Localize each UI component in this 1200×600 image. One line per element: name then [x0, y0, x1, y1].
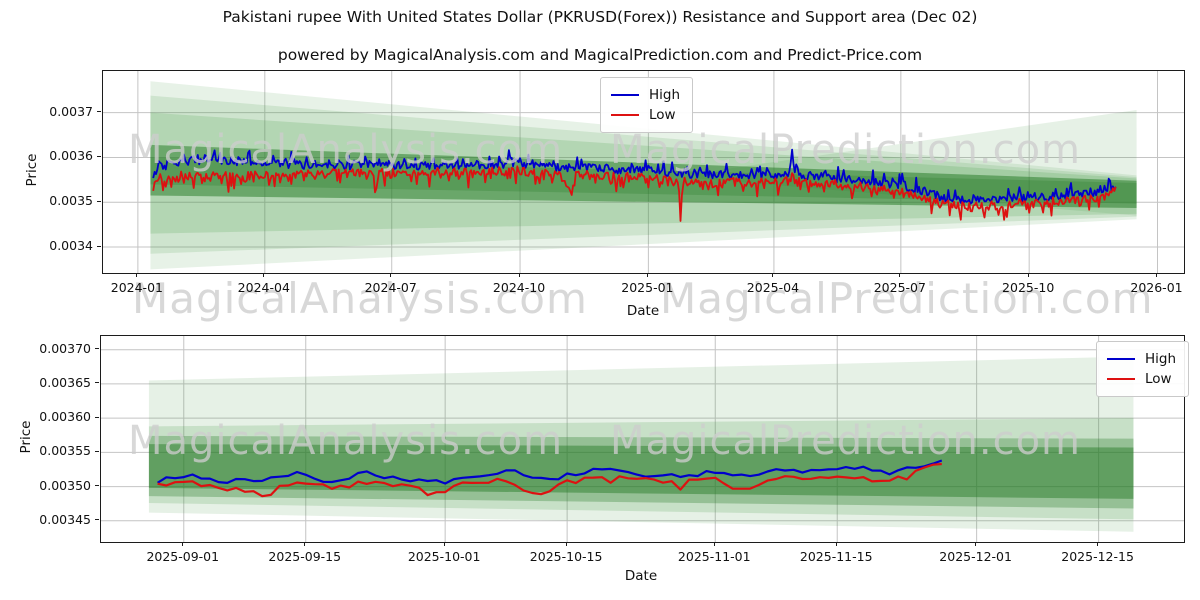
x-tick-mark: [1027, 273, 1029, 277]
x-tick-mark: [304, 542, 306, 546]
top-chart-plot-area: [102, 70, 1185, 274]
y-tick-label: 0.0037: [49, 103, 93, 119]
x-tick-label: 2025-12-15: [1061, 549, 1134, 564]
high-line-swatch: [1107, 358, 1135, 360]
y-tick-label: 0.0036: [49, 148, 93, 164]
y-tick-label: 0.0035: [49, 193, 93, 209]
x-tick-label: 2025-11-01: [677, 549, 751, 564]
support-resistance-band: [148, 418, 1134, 520]
x-tick-label: 2024-04: [237, 280, 290, 295]
low-line: [152, 165, 1117, 222]
x-tick-mark: [1097, 542, 1099, 546]
y-tick-label: 0.00355: [39, 443, 91, 459]
x-tick-label: 2025-09-01: [146, 549, 220, 564]
y-tick-mark: [97, 111, 101, 113]
y-tick-mark: [97, 245, 101, 247]
legend-label-high: High: [649, 87, 681, 103]
x-tick-label: 2025-07: [873, 280, 926, 295]
y-tick-mark: [97, 155, 101, 157]
x-tick-label: 2025-12-01: [939, 549, 1012, 564]
y-tick-mark: [97, 200, 101, 202]
legend-label-low: Low: [649, 107, 676, 123]
x-tick-label: 2025-09-15: [268, 549, 342, 564]
y-tick-mark: [95, 519, 99, 521]
support-resistance-band: [148, 435, 1134, 509]
x-tick-label: 2025-10-15: [529, 549, 603, 564]
x-tick-label: 2024-01: [110, 280, 163, 295]
high-line: [152, 148, 1117, 205]
x-tick-label: 2024-07: [364, 280, 417, 295]
x-tick-label: 2025-11-15: [799, 549, 873, 564]
bottom-chart-plot-area: [100, 335, 1185, 543]
y-tick-label: 0.00365: [39, 374, 91, 390]
y-tick-label: 0.00345: [39, 511, 91, 527]
legend-item-low: Low: [1107, 369, 1176, 389]
high-line-swatch: [611, 94, 639, 96]
x-tick-label: 2025-10: [1002, 280, 1055, 295]
chart-title: Pakistani rupee With United States Dolla…: [222, 8, 978, 26]
y-tick-mark: [95, 416, 99, 418]
legend: High Low: [1096, 341, 1190, 397]
x-tick-mark: [835, 542, 837, 546]
x-tick-mark: [646, 273, 648, 277]
x-tick-mark: [899, 273, 901, 277]
x-tick-mark: [390, 273, 392, 277]
x-tick-label: 2024-10: [492, 280, 546, 295]
x-tick-label: 2025-04: [746, 280, 800, 295]
y-tick-mark: [95, 382, 99, 384]
x-tick-mark: [1155, 273, 1157, 277]
y-tick-label: 0.00370: [39, 340, 91, 356]
legend-label-low: Low: [1145, 371, 1172, 387]
x-tick-mark: [975, 542, 977, 546]
x-axis-label: Date: [626, 303, 660, 319]
x-tick-mark: [518, 273, 520, 277]
x-tick-mark: [565, 542, 567, 546]
x-tick-mark: [182, 542, 184, 546]
low-line: [157, 462, 942, 498]
legend-item-low: Low: [611, 105, 680, 125]
y-tick-label: 0.00350: [39, 477, 91, 493]
x-tick-label: 2025-01: [621, 280, 674, 295]
low-line-swatch: [611, 114, 639, 116]
support-resistance-band: [148, 356, 1134, 532]
y-tick-label: 0.00360: [39, 409, 91, 425]
y-tick-mark: [95, 348, 99, 350]
high-line: [157, 459, 943, 485]
legend: High Low: [600, 77, 694, 133]
x-tick-mark: [136, 273, 138, 277]
x-tick-label: 2026-01: [1130, 280, 1183, 295]
x-tick-mark: [263, 273, 265, 277]
legend-item-high: High: [611, 85, 680, 105]
x-axis-label: Date: [624, 568, 658, 584]
x-tick-mark: [713, 542, 715, 546]
x-tick-mark: [772, 273, 774, 277]
y-tick-label: 0.0034: [49, 238, 93, 254]
x-tick-mark: [443, 542, 445, 546]
y-tick-mark: [95, 485, 99, 487]
x-tick-label: 2025-10-01: [407, 549, 481, 564]
legend-label-high: High: [1145, 351, 1177, 367]
low-line-swatch: [1107, 378, 1135, 380]
chart-subtitle: powered by MagicalAnalysis.com and Magic…: [277, 46, 923, 64]
y-tick-mark: [95, 450, 99, 452]
legend-item-high: High: [1107, 349, 1176, 369]
